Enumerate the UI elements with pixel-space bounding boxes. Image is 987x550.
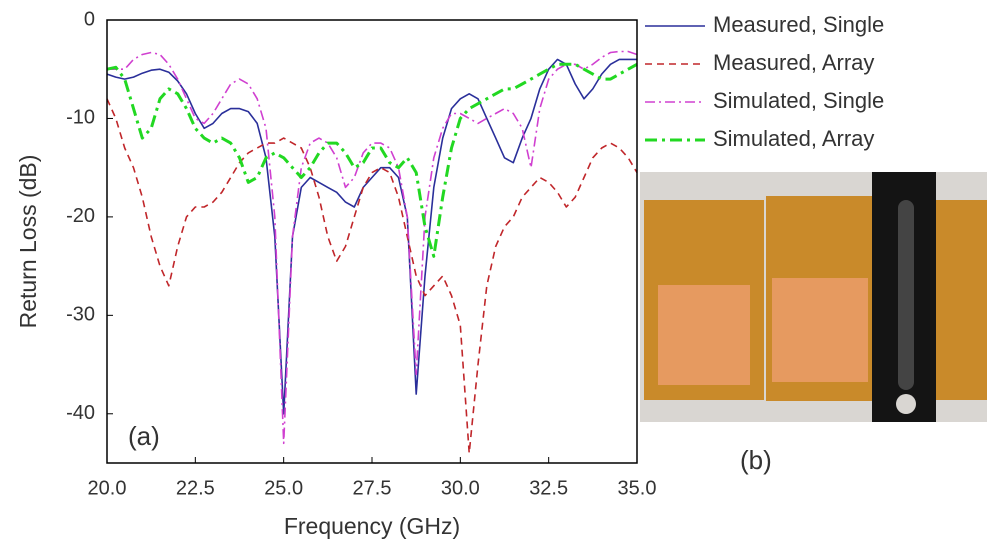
- legend-label: Simulated, Single: [713, 88, 884, 113]
- y-tick-label: 0: [84, 8, 95, 30]
- y-tick-label: -10: [66, 107, 95, 129]
- series-line: [106, 62, 638, 258]
- panel-label: (a): [128, 421, 160, 451]
- series-line: [106, 98, 638, 454]
- y-tick-label: -20: [66, 205, 95, 227]
- photo: [640, 172, 987, 422]
- series-line: [107, 50, 638, 445]
- x-tick-label: 32.5: [529, 477, 568, 499]
- legend-label: Measured, Single: [713, 12, 884, 37]
- x-tick-label: 30.0: [441, 477, 480, 499]
- series-line: [106, 58, 637, 415]
- legend-label: Simulated, Array: [713, 126, 874, 151]
- x-tick-label: 35.0: [618, 477, 657, 499]
- panel-label: (b): [740, 445, 772, 475]
- legend-label: Measured, Array: [713, 50, 874, 75]
- x-axis-label: Frequency (GHz): [284, 513, 460, 539]
- y-tick-label: -30: [66, 304, 95, 326]
- x-tick-label: 20.0: [88, 477, 127, 499]
- y-tick-label: -40: [66, 402, 95, 424]
- x-tick-label: 22.5: [176, 477, 215, 499]
- x-tick-label: 25.0: [264, 477, 303, 499]
- plot-frame: [106, 19, 638, 464]
- x-tick-label: 27.5: [353, 477, 392, 499]
- y-axis-label: Return Loss (dB): [15, 155, 41, 329]
